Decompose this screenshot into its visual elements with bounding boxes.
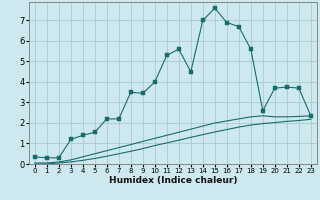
X-axis label: Humidex (Indice chaleur): Humidex (Indice chaleur) bbox=[108, 176, 237, 185]
